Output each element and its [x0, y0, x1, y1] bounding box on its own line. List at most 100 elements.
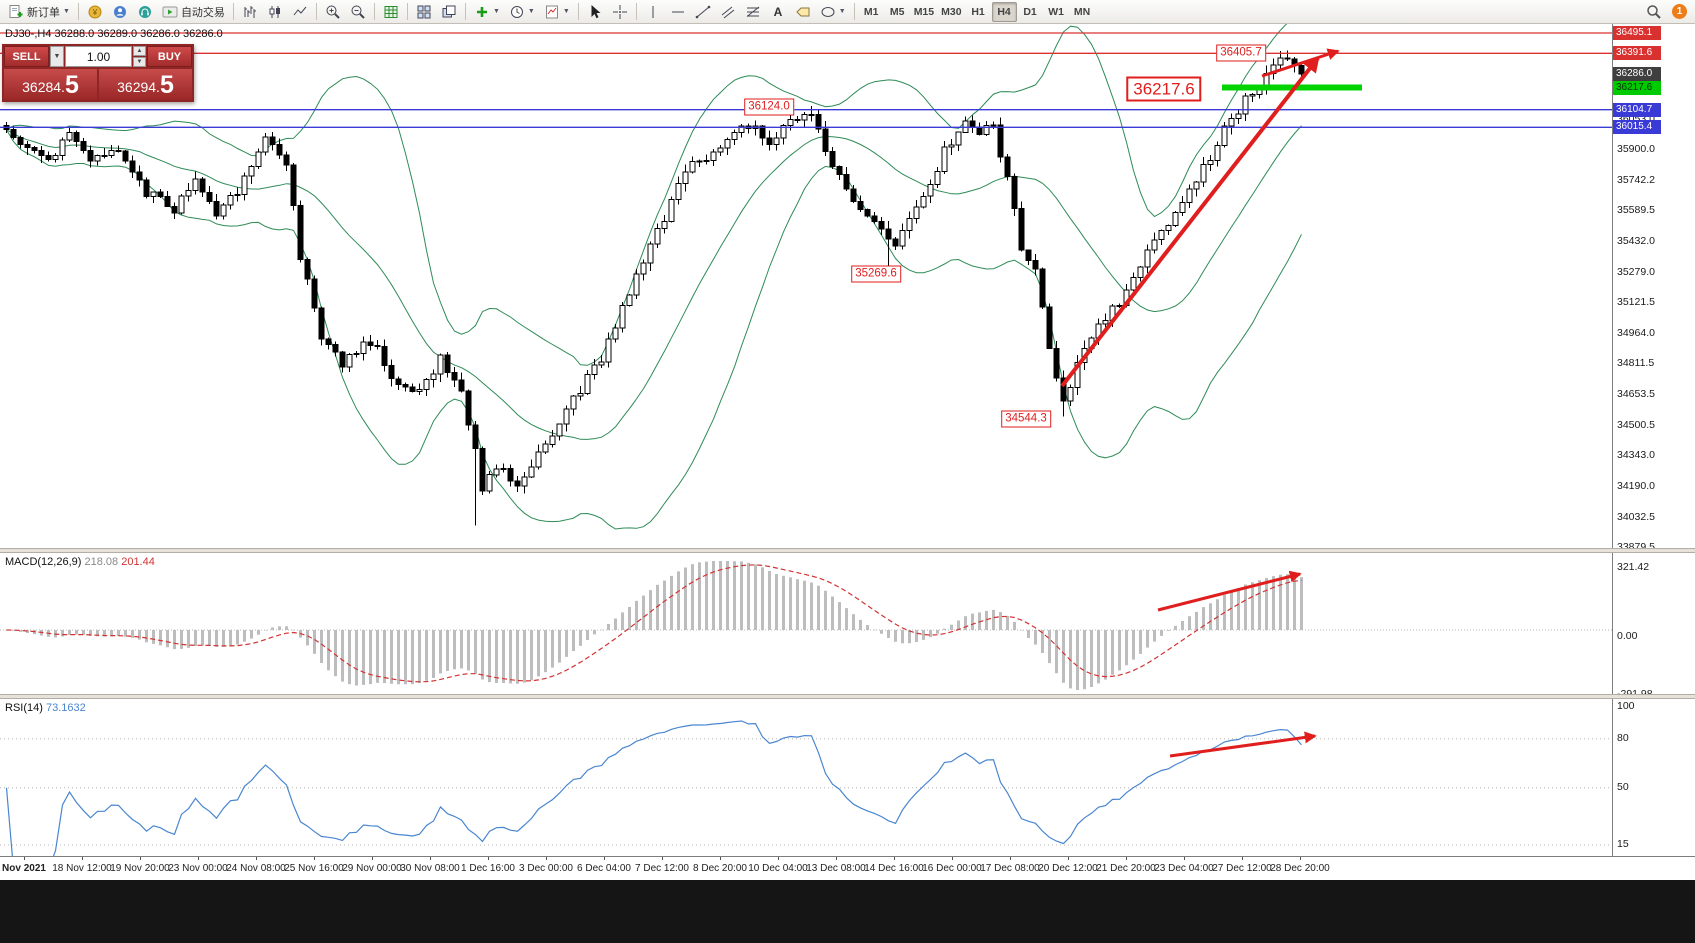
- notification-badge[interactable]: 1: [1672, 4, 1687, 19]
- autotrading-play-icon: [162, 6, 178, 17]
- volume-decrease-button[interactable]: ▼: [133, 57, 146, 67]
- zoom-in-icon: [326, 5, 340, 19]
- price-annotation[interactable]: 34544.3: [1001, 410, 1051, 428]
- time-tick: [952, 857, 953, 860]
- crosshair-icon: [612, 4, 627, 19]
- macd-canvas[interactable]: [0, 553, 1612, 694]
- horizontal-line-button[interactable]: [666, 2, 690, 22]
- tile-windows-button[interactable]: [412, 2, 436, 22]
- line-chart-button[interactable]: [288, 2, 312, 22]
- price-tick-label: 34190.0: [1617, 479, 1655, 492]
- volume-dropdown-button[interactable]: ▼: [50, 46, 64, 67]
- price-axis[interactable]: 36053.035900.035742.235589.535432.035279…: [1612, 24, 1695, 856]
- time-tick: [1184, 857, 1185, 860]
- timeframe-h4-button[interactable]: H4: [991, 1, 1017, 22]
- time-label: 7 Dec 12:00: [635, 863, 689, 874]
- time-label: 29 Nov 00:00: [342, 863, 402, 874]
- vertical-line-icon: [652, 5, 654, 18]
- time-label: 18 Nov 12:00: [52, 863, 112, 874]
- grid-button[interactable]: [379, 2, 403, 22]
- time-label: 14 Dec 16:00: [864, 863, 924, 874]
- macd-panel[interactable]: MACD(12,26,9) 218.08 201.44: [0, 553, 1612, 694]
- time-tick: [82, 857, 83, 860]
- fibonacci-button[interactable]: [741, 2, 765, 22]
- price-tick-label: 35121.5: [1617, 296, 1655, 309]
- sell-button[interactable]: SELL: [4, 46, 49, 67]
- buy-button[interactable]: BUY: [147, 46, 192, 67]
- new-order-icon: [9, 4, 23, 18]
- time-label: 19 Nov 20:00: [110, 863, 170, 874]
- vertical-line-button[interactable]: [641, 2, 665, 22]
- time-label: 16 Dec 00:00: [922, 863, 982, 874]
- shapes-button[interactable]: ▼: [816, 2, 850, 22]
- time-tick: [314, 857, 315, 860]
- timeframe-h1-button[interactable]: H1: [966, 2, 991, 22]
- macd-main-value: 218.08: [84, 556, 119, 568]
- macd-label: MACD(12,26,9) 218.08 201.44: [5, 556, 155, 568]
- time-axis[interactable]: Nov 2021 18 Nov 12:00 19 Nov 20:00 23 Nov 0…: [0, 856, 1695, 880]
- price-annotation[interactable]: 36405.7: [1216, 44, 1266, 62]
- candlestick-chart-button[interactable]: [263, 2, 287, 22]
- timeframe-group: M1 M5 M15 M30 H1 H4 D1 W1 MN: [859, 1, 1095, 22]
- new-order-button[interactable]: 新订单 ▼: [4, 2, 74, 22]
- timeframe-m15-button[interactable]: M15: [911, 2, 937, 22]
- channel-button[interactable]: [716, 2, 740, 22]
- timeframe-m30-button[interactable]: M30: [938, 2, 964, 22]
- time-label: 27 Dec 12:00: [1212, 863, 1272, 874]
- timeframe-m5-button[interactable]: M5: [885, 2, 910, 22]
- rsi-panel[interactable]: RSI(14) 73.1632: [0, 699, 1612, 856]
- deposit-button[interactable]: ¥: [83, 2, 107, 22]
- zoom-out-button[interactable]: [346, 2, 370, 22]
- search-button[interactable]: [1642, 2, 1666, 22]
- panel-splitter[interactable]: [0, 694, 1695, 699]
- account-button[interactable]: [108, 2, 132, 22]
- volume-increase-button[interactable]: ▲: [133, 46, 146, 56]
- rsi-canvas[interactable]: [0, 699, 1612, 856]
- periods-button[interactable]: ▼: [505, 2, 539, 22]
- price-level-tag: 36104.7: [1613, 102, 1661, 117]
- time-tick: [430, 857, 431, 860]
- support-button[interactable]: [133, 2, 157, 22]
- cursor-button[interactable]: [583, 2, 607, 22]
- template-icon: [545, 5, 558, 18]
- timeframe-d1-button[interactable]: D1: [1018, 2, 1043, 22]
- caret-down-icon: ▼: [53, 53, 61, 60]
- price-annotation[interactable]: 36124.0: [744, 98, 794, 116]
- one-click-trade-panel: SELL ▼ ▲ ▼ BUY 36284.5 36294.5: [2, 44, 194, 102]
- label-button[interactable]: [791, 2, 815, 22]
- timeframe-mn-button[interactable]: MN: [1070, 2, 1095, 22]
- cascade-windows-button[interactable]: [437, 2, 461, 22]
- bar-chart-button[interactable]: [238, 2, 262, 22]
- zoom-in-button[interactable]: [321, 2, 345, 22]
- ellipse-shape-icon: [821, 6, 835, 17]
- time-tick: [662, 857, 663, 860]
- timeframe-w1-button[interactable]: W1: [1044, 2, 1069, 22]
- panel-splitter[interactable]: [0, 548, 1695, 553]
- price-annotation[interactable]: 35269.6: [851, 265, 901, 283]
- text-button[interactable]: A: [766, 2, 790, 22]
- volume-input[interactable]: [65, 46, 132, 67]
- crosshair-button[interactable]: [608, 2, 632, 22]
- price-chart-canvas[interactable]: [0, 24, 1612, 548]
- time-tick: [1300, 857, 1301, 860]
- time-label: 30 Nov 08:00: [400, 863, 460, 874]
- toolbar-separator: [77, 3, 79, 20]
- time-label: Nov 2021: [2, 863, 46, 874]
- macd-signal-value: 201.44: [121, 556, 155, 568]
- line-chart-icon: [293, 6, 307, 15]
- indicators-button[interactable]: ▼: [470, 2, 504, 22]
- main-price-chart[interactable]: DJ30-,H4 36288.0 36289.0 36286.0 36286.0…: [0, 24, 1612, 548]
- timeframe-m1-button[interactable]: M1: [859, 2, 884, 22]
- toolbar-separator: [635, 3, 637, 20]
- price-tick-label: 34653.5: [1617, 388, 1655, 401]
- autotrading-button[interactable]: 自动交易: [158, 2, 229, 22]
- trendline-button[interactable]: [691, 2, 715, 22]
- time-tick: [24, 857, 25, 860]
- sell-price-main: 36284.: [22, 79, 65, 95]
- price-tick-label: 34032.5: [1617, 510, 1655, 523]
- price-annotation[interactable]: 36217.6: [1126, 76, 1202, 102]
- price-tick-label: 34964.0: [1617, 327, 1655, 340]
- price-level-tag: 36495.1: [1613, 26, 1661, 40]
- templates-button[interactable]: ▼: [540, 2, 574, 22]
